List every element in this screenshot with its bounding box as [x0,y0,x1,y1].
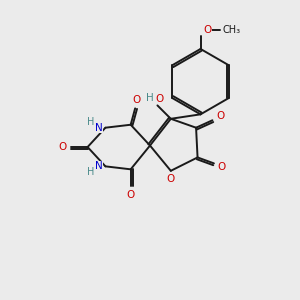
Text: O: O [218,162,226,172]
Text: O: O [216,111,225,122]
Text: O: O [58,142,66,152]
Text: H: H [87,117,94,128]
Text: O: O [203,25,211,34]
Text: O: O [156,94,164,104]
Text: H: H [87,167,94,177]
Text: O: O [167,174,175,184]
Text: N: N [95,123,103,133]
Text: CH₃: CH₃ [223,25,241,34]
Text: O: O [132,95,140,105]
Text: N: N [95,161,103,171]
Text: O: O [127,190,135,200]
Text: H: H [146,93,154,103]
